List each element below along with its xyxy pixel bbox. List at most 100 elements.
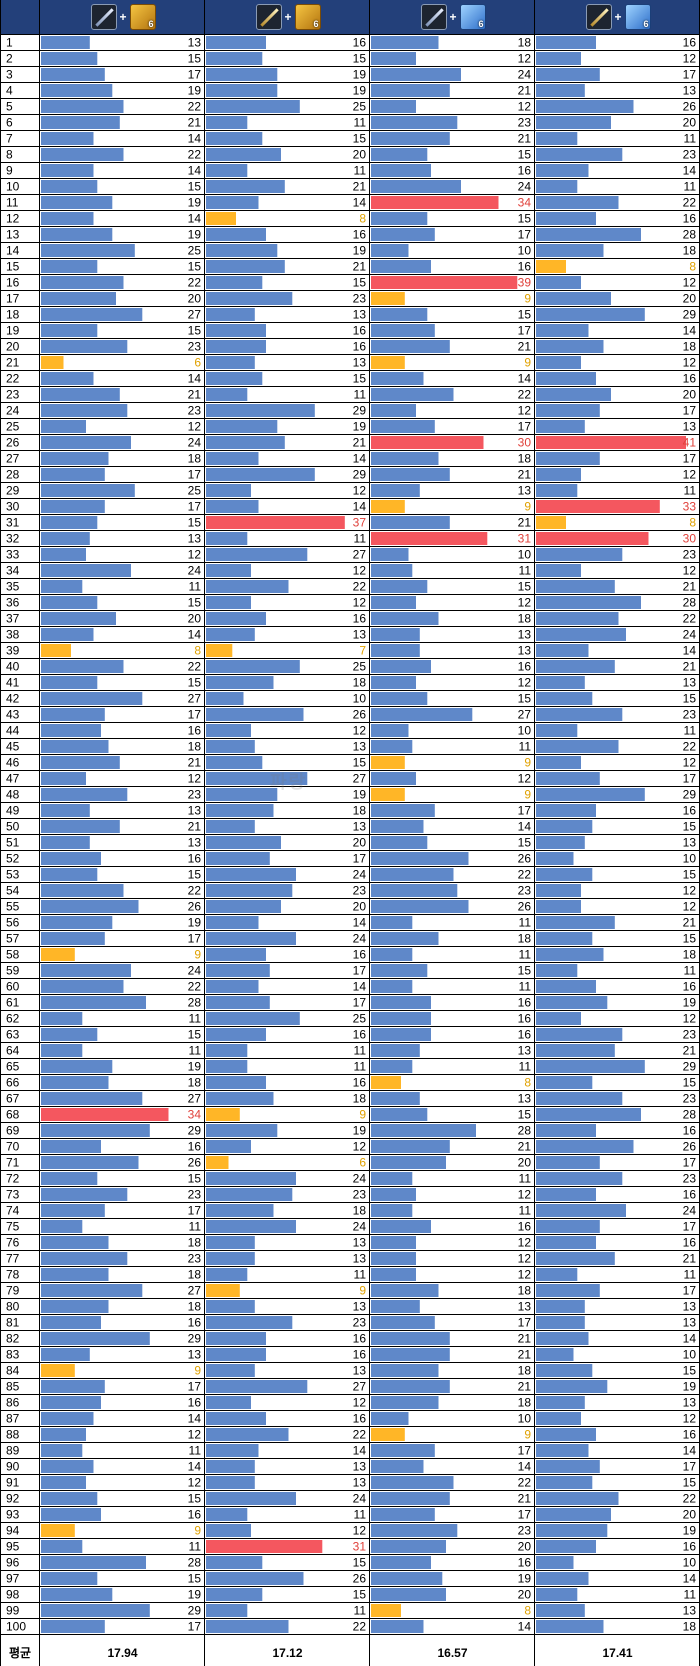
data-bar [41,180,98,193]
data-bar [206,436,285,449]
data-value-label: 27 [188,1284,202,1298]
data-value-label: 28 [518,1124,532,1138]
data-value-label: 18 [353,1204,367,1218]
table-row: 70 16 12 21 26 [6,1140,696,1154]
data-bar [371,948,413,961]
data-value-label: 23 [683,708,697,722]
data-bar [206,260,285,273]
data-value-label: 28 [188,996,202,1010]
data-bar [41,772,86,785]
table-row: 7 14 15 21 11 [6,132,696,146]
data-value-label: 16 [518,996,532,1010]
data-bar [41,980,124,993]
table-row: 72 15 24 11 23 [6,1172,696,1186]
data-value-label: 22 [683,196,697,210]
data-bar [41,1364,75,1377]
data-bar [536,340,604,353]
data-bar [536,980,596,993]
data-bar [371,1172,413,1185]
data-value-label: 18 [683,1620,697,1634]
data-value-label: 12 [518,1268,532,1282]
data-bar [371,836,428,849]
data-bar [206,148,281,161]
data-bar [41,708,105,721]
table-row: 8 22 20 15 23 [6,148,696,162]
data-bar [41,132,94,145]
data-value-label: 17 [353,852,367,866]
row-number-label: 9 [6,164,13,178]
row-number-label: 24 [6,404,20,418]
data-value-label: 14 [683,164,697,178]
data-bar [371,1492,450,1505]
table-row: 63 15 16 16 23 [6,1028,696,1042]
data-bar [41,612,116,625]
data-value-label: 12 [518,1188,532,1202]
data-value-label: 31 [518,532,532,546]
data-bar [371,1348,450,1361]
data-value-label: 21 [518,1332,532,1346]
data-bar [41,1060,113,1073]
data-value-label: 23 [683,148,697,162]
table-row: 56 19 14 11 21 [6,916,696,930]
row-number-label: 91 [6,1476,20,1490]
data-value-label: 12 [518,1252,532,1266]
data-bar [371,420,435,433]
row-number-label: 42 [6,692,20,706]
data-bar [371,1108,428,1121]
table-row: 2 15 15 12 12 [6,52,696,66]
table-row: 99 29 11 8 13 [6,1604,696,1618]
data-value-label: 12 [188,772,202,786]
data-bar [371,1236,416,1249]
data-value-label: 16 [353,1076,367,1090]
data-value-label: 12 [683,1012,697,1026]
row-number-label: 86 [6,1396,20,1410]
data-bar [371,1204,413,1217]
data-bar [536,964,578,977]
data-value-label: 17 [518,1444,532,1458]
data-value-label: 13 [353,820,367,834]
data-bar [41,116,120,129]
data-value-label: 21 [518,516,532,530]
row-number-label: 33 [6,548,20,562]
data-value-label: 10 [518,1412,532,1426]
data-bar [371,1316,435,1329]
data-bar [371,324,435,337]
row-number-label: 2 [6,52,13,66]
data-value-label: 26 [188,900,202,914]
data-bar [206,1364,255,1377]
data-bar [206,1284,240,1297]
data-value-label: 16 [683,980,697,994]
data-value-label: 12 [683,1412,697,1426]
data-bar [371,628,420,641]
data-bar [41,164,94,177]
data-bar [41,740,109,753]
data-value-label: 13 [353,1460,367,1474]
data-bar [536,1236,596,1249]
row-number-label: 70 [6,1140,20,1154]
data-value-label: 14 [518,1460,532,1474]
row-number-label: 17 [6,292,20,306]
data-bar [206,532,248,545]
data-value-label: 23 [188,788,202,802]
data-value-label: 11 [354,1044,367,1058]
data-bar [41,1444,83,1457]
average-value: 17.12 [272,1646,302,1660]
row-number-label: 38 [6,628,20,642]
data-value-label: 22 [188,276,202,290]
data-value-label: 29 [353,404,367,418]
data-bar [41,1332,150,1345]
data-bar [371,1476,454,1489]
table-row: 27 18 14 18 17 [6,452,696,466]
data-value-label: 28 [683,228,697,242]
data-bar [536,532,649,545]
data-bar [41,1220,83,1233]
data-bar [536,212,596,225]
data-bar [536,1380,608,1393]
data-bar [371,820,424,833]
data-bar [371,772,416,785]
data-bar [206,756,263,769]
data-value-label: 21 [518,1492,532,1506]
data-value-label: 15 [188,1492,202,1506]
data-bar [206,1220,296,1233]
